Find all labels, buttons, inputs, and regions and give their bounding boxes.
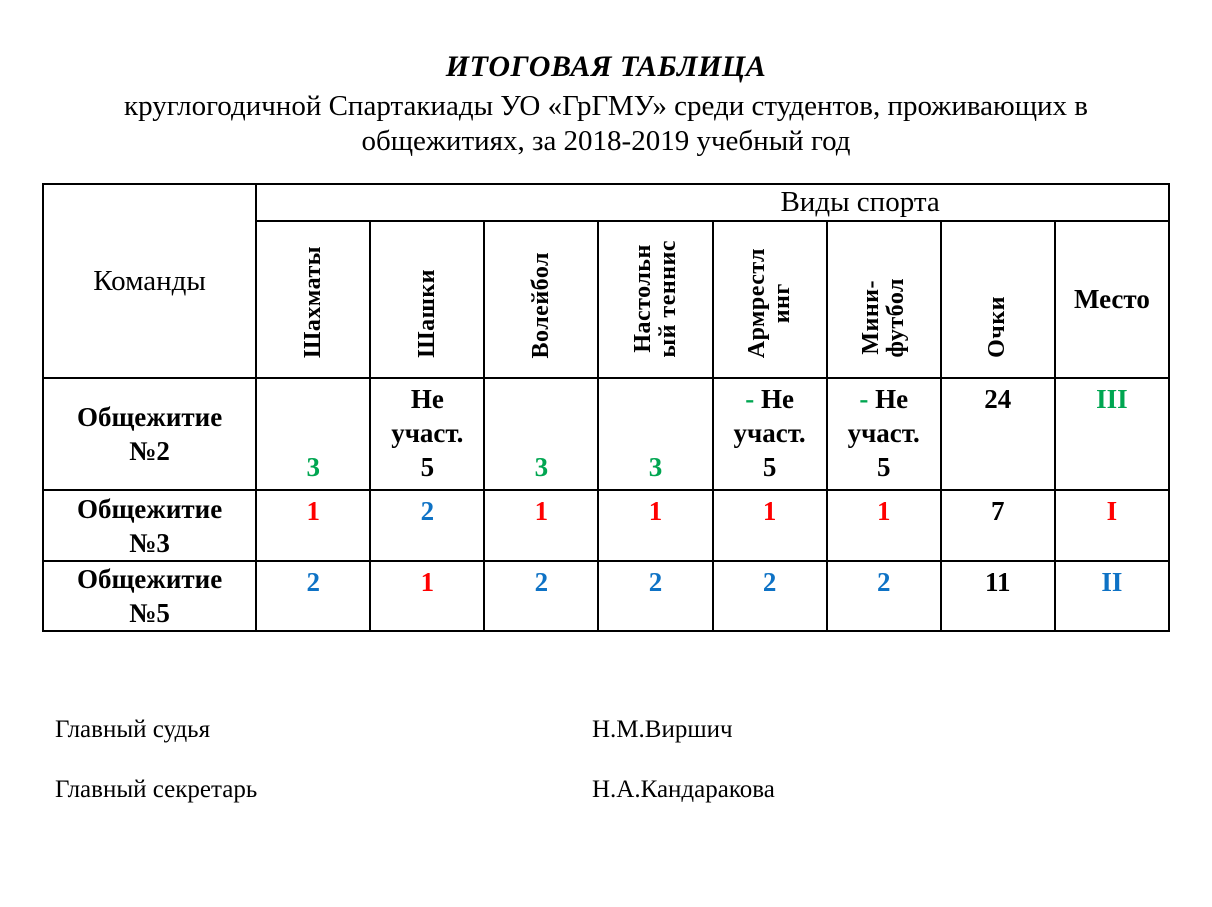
- official-row: Главный судья Н.М.Виршич: [55, 716, 1212, 776]
- column-header-sport: Очки: [939, 220, 1056, 379]
- column-header-sport: Волейбол: [483, 220, 600, 379]
- score-cell: - Не участ. 5: [711, 377, 828, 491]
- score-line: 2: [648, 567, 663, 597]
- column-header-sport: Мини- футбол: [825, 220, 942, 379]
- document-page: { "title": "ИТОГОВАЯ ТАБЛИЦА", "subtitle…: [0, 50, 1212, 907]
- score-cell: 1: [255, 489, 372, 562]
- score-line: II: [1101, 567, 1123, 597]
- score-line: 5: [762, 452, 777, 482]
- score-cell: 11: [939, 560, 1056, 632]
- score-line: Не: [410, 384, 444, 414]
- score-line: 1: [306, 496, 320, 526]
- official-name: Н.М.Виршич: [592, 716, 733, 743]
- signature-block: Главный судья Н.М.Виршич Главный секретарь…: [55, 716, 1212, 836]
- score-cell: 2: [483, 560, 600, 632]
- teams-header-cell: Команды: [41, 183, 258, 379]
- page-title: ИТОГОВАЯ ТАБЛИЦА: [445, 50, 767, 83]
- team-name: Общежитие №2: [41, 377, 258, 491]
- score-line: 2: [534, 567, 549, 597]
- score-line: III: [1096, 384, 1128, 414]
- official-name: Н.А.Кандаракова: [592, 776, 775, 803]
- score-line: - Не: [859, 384, 909, 414]
- score-cell: 7: [939, 489, 1056, 562]
- column-header-sport: Шахматы: [255, 220, 372, 379]
- column-header-place: Место: [1053, 220, 1171, 379]
- score-cell: Не участ. 5: [369, 377, 486, 491]
- score-line: 3: [648, 452, 663, 482]
- vertical-column-label: Армрестл инг: [743, 247, 795, 358]
- score-line: 1: [762, 496, 777, 526]
- score-cell: 1: [825, 489, 942, 562]
- score-line: 7: [991, 496, 1005, 526]
- results-table-body: Общежитие №2 3 Не участ. 5 3 3 - Не участ. 5 - Не у…: [41, 377, 1171, 632]
- score-cell: 3: [255, 377, 372, 491]
- vertical-column-label: Шашки: [413, 269, 440, 358]
- column-header-sport: Настольн ый теннис: [597, 220, 714, 379]
- score-line: 3: [306, 452, 320, 482]
- score-cell: 1: [597, 489, 714, 562]
- vertical-column-label: Очки: [984, 296, 1011, 358]
- score-line: 1: [648, 496, 663, 526]
- score-cell: 1: [711, 489, 828, 562]
- results-table: Команды Виды спорта Шахматы Шашки Волейбол…: [41, 183, 1171, 632]
- score-cell: I: [1053, 489, 1171, 562]
- score-line: 11: [985, 567, 1011, 597]
- score-cell: 1: [369, 560, 486, 632]
- team-name: Общежитие №3: [41, 489, 258, 562]
- column-header-sport: Шашки: [369, 220, 486, 379]
- score-cell: 2: [711, 560, 828, 632]
- score-line: 3: [534, 452, 549, 482]
- score-line: участ.: [391, 418, 464, 448]
- table-row: Общежитие №3 1 2 1 1 1 1 7 I: [41, 489, 1171, 562]
- vertical-column-label: Настольн ый теннис: [629, 240, 681, 358]
- score-line: 1: [876, 496, 891, 526]
- score-line: 2: [762, 567, 777, 597]
- score-line: участ.: [847, 418, 920, 448]
- score-line: 1: [420, 567, 435, 597]
- score-cell: 2: [255, 560, 372, 632]
- score-cell: 2: [369, 489, 486, 562]
- vertical-column-label: Волейбол: [527, 251, 554, 358]
- vertical-column-label: Шахматы: [299, 246, 326, 358]
- official-label: Главный секретарь: [55, 776, 258, 803]
- vertical-column-label: Мини- футбол: [857, 278, 909, 358]
- score-cell: - Не участ. 5: [825, 377, 942, 491]
- score-line: 2: [306, 567, 320, 597]
- score-line: 5: [420, 452, 435, 482]
- score-line: 2: [420, 496, 435, 526]
- score-cell: 1: [483, 489, 600, 562]
- score-cell: 3: [597, 377, 714, 491]
- table-row: Общежитие №2 3 Не участ. 5 3 3 - Не участ. 5 - Не у…: [41, 377, 1171, 491]
- score-line: I: [1106, 496, 1118, 526]
- score-line: - Не: [745, 384, 794, 414]
- sports-group-header-cell: Виды спорта: [255, 183, 1170, 222]
- score-cell: 2: [597, 560, 714, 632]
- score-cell: 24: [939, 377, 1056, 491]
- official-label: Главный судья: [55, 716, 211, 743]
- score-line: 1: [534, 496, 549, 526]
- team-name: Общежитие №5: [41, 560, 258, 632]
- score-line: участ.: [733, 418, 806, 448]
- official-row: Главный секретарь Н.А.Кандаракова: [55, 776, 1212, 836]
- column-headers-row: Шахматы Шашки Волейбол Настольн ый теннис Ар…: [43, 220, 1171, 379]
- score-line: 5: [876, 452, 891, 482]
- score-line: 2: [876, 567, 891, 597]
- score-cell: III: [1053, 377, 1171, 491]
- subtitle: круглогодичной Спартакиады УО «ГрГМУ» ср…: [124, 90, 1088, 157]
- header-row-group: Команды Виды спорта: [41, 183, 1170, 379]
- score-cell: II: [1053, 560, 1171, 632]
- score-cell: 3: [483, 377, 600, 491]
- column-header-sport: Армрестл инг: [711, 220, 828, 379]
- score-cell: 2: [825, 560, 942, 632]
- table-row: Общежитие №5 2 1 2 2 2 2 11 II: [41, 560, 1171, 632]
- score-line: 24: [984, 384, 1012, 414]
